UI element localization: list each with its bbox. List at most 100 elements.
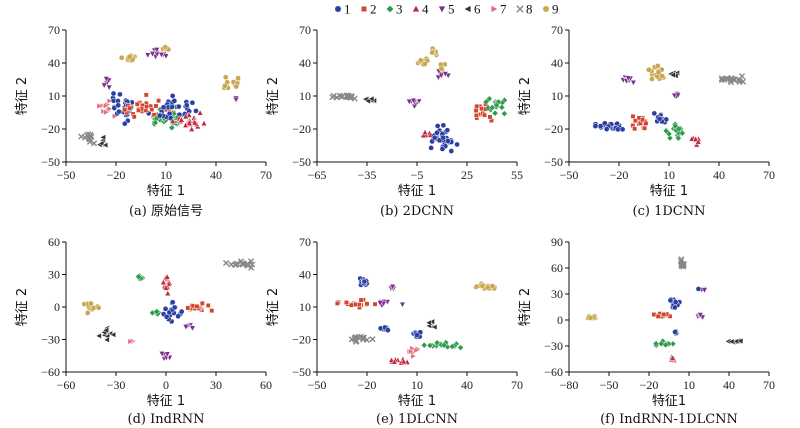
x-tick-label: −5 [411,168,424,182]
legend-marker-9 [542,5,550,13]
x-tick-label: 10 [411,378,423,392]
data-point-series-1 [434,129,440,136]
data-point-series-5 [437,72,445,80]
y-tick-label: −50 [292,365,311,379]
x-tick-label: 40 [723,378,735,392]
data-point-series-2 [482,112,487,118]
legend-item-9: 9 [542,2,559,17]
x-tick-label: −35 [358,168,377,182]
data-point-series-8 [78,133,85,140]
data-point-series-2 [479,106,485,112]
scatter-points [334,275,498,366]
legend-marker-8 [516,5,524,13]
data-point-series-4 [160,278,167,285]
panel-caption: (b) 2DCNN [380,204,454,219]
data-point-series-2 [642,125,648,131]
data-point-series-4 [164,289,172,297]
x-tick-label: 40 [713,168,725,182]
data-point-series-9 [484,284,491,291]
data-point-series-3 [652,340,660,347]
legend-label-6: 6 [474,2,481,17]
data-point-series-1 [110,90,117,97]
data-point-series-6 [431,323,438,331]
x-axis-label: 特征 1 [147,184,185,199]
data-point-series-1 [156,112,163,119]
y-tick-label: −20 [41,122,60,136]
data-point-series-1 [169,93,176,99]
legend-item-5: 5 [438,2,455,17]
data-point-series-3 [151,119,159,127]
data-point-series-1 [672,299,679,305]
legend-label-2: 2 [370,2,377,17]
chart-panel-1: −50 −20 10 40 70 70 40 10 −20 −50 特征 1 特征 2 (a) 原始信号 [15,23,272,219]
data-point-series-6 [95,332,102,340]
data-point-series-2 [474,103,480,109]
data-point-series-4 [421,128,429,136]
y-tick-label: −30 [41,333,60,347]
data-point-series-5 [105,84,113,92]
data-point-series-3 [153,308,160,315]
x-tick-label: −50 [600,378,619,392]
data-point-series-2 [194,303,200,309]
data-point-series-2 [122,107,128,113]
data-point-series-3 [493,101,500,109]
data-point-series-2 [639,117,645,123]
chart-panel-4: −60 −30 0 30 60 60 30 0 −30 −60 特征 1 特征 2 (d) IndRNN [15,235,272,427]
data-point-series-8 [731,76,738,83]
data-point-series-3 [671,122,679,130]
data-point-series-2 [651,312,657,317]
y-tick-label: 60 [551,261,563,275]
data-point-series-7 [408,348,415,355]
y-tick-label: 40 [299,268,311,282]
legend-label-9: 9 [552,2,559,17]
legend-item-3: 3 [385,2,403,17]
data-point-series-1 [111,105,118,111]
data-point-series-5 [625,75,632,82]
data-point-series-8 [736,78,743,85]
data-point-series-4 [391,358,398,365]
data-point-series-3 [675,134,682,142]
data-point-series-6 [103,336,110,344]
data-point-series-8 [336,92,343,99]
x-tick-label: 10 [663,168,675,182]
data-point-series-1 [656,116,663,122]
x-tick-label: 55 [511,168,523,182]
data-point-series-3 [426,342,434,349]
data-point-series-3 [420,341,428,349]
data-point-series-1 [115,102,122,109]
data-point-series-6 [102,327,109,334]
data-point-series-4 [163,273,171,280]
data-point-series-9 [655,69,662,76]
x-tick-label: −20 [610,168,629,182]
x-tick-label: 70 [260,168,272,182]
legend-item-8: 8 [516,2,533,17]
x-axis-label: 特征1 [652,394,686,409]
data-point-series-8 [678,256,685,263]
data-point-series-2 [487,114,493,120]
data-point-series-9 [479,283,486,289]
data-point-series-6 [669,71,676,79]
data-point-series-4 [400,357,408,365]
x-tick-label: −60 [57,378,76,392]
data-point-series-5 [701,287,708,294]
data-point-series-1 [671,304,678,311]
data-point-series-4 [185,111,193,118]
data-point-series-1 [428,145,434,151]
data-point-series-6 [99,134,106,141]
y-tick-label: 40 [299,56,311,70]
x-axis-label: 特征 1 [398,184,436,199]
data-point-series-3 [488,104,496,111]
scatter-points [592,63,747,148]
data-point-series-9 [429,49,436,56]
data-point-series-6 [728,338,735,345]
data-point-series-7 [106,105,113,113]
data-point-series-7 [103,109,110,116]
data-point-series-5 [158,351,166,358]
data-point-series-2 [205,303,211,308]
data-point-series-5 [442,71,449,78]
panel-caption: (a) 原始信号 [129,204,203,219]
data-point-series-2 [127,105,133,111]
data-point-series-2 [134,101,140,107]
data-point-series-1 [385,327,391,333]
data-point-series-3 [457,344,464,352]
